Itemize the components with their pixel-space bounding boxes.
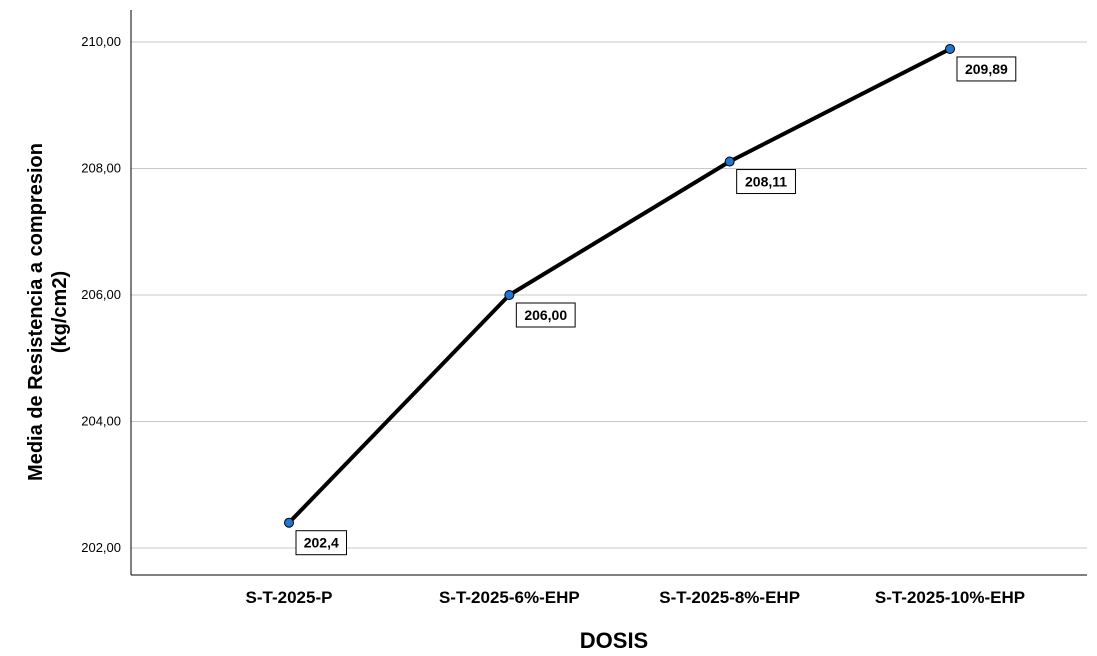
- y-tick-label: 210,00: [81, 34, 121, 49]
- x-tick-label: S-T-2025-6%-EHP: [439, 588, 580, 607]
- data-point-marker: [504, 290, 515, 300]
- y-tick-labels: 202,00 204,00 206,00 208,00 210,00: [81, 34, 121, 555]
- data-labels: 202,4 206,00 208,11 209,89: [295, 56, 1017, 556]
- y-tick-label: 208,00: [81, 161, 121, 176]
- y-tick-label: 202,00: [81, 540, 121, 555]
- data-label-box: [736, 169, 796, 195]
- x-tick-label: S-T-2025-P: [246, 588, 333, 607]
- data-label-text: 208,11: [745, 174, 787, 190]
- x-tick-label: S-T-2025-8%-EHP: [659, 588, 800, 607]
- data-label-box: [295, 530, 347, 556]
- data-point-marker: [724, 156, 735, 167]
- data-label-text: 202,4: [304, 535, 339, 551]
- x-axis-title: DOSIS: [580, 628, 648, 651]
- x-tick-labels: S-T-2025-P S-T-2025-6%-EHP S-T-2025-8%-EHP…: [246, 588, 1026, 607]
- y-tick-label: 204,00: [81, 414, 121, 429]
- data-label: 206,00: [515, 302, 576, 328]
- data-label-box: [956, 56, 1017, 82]
- series-line: [287, 47, 952, 525]
- data-markers: [284, 43, 955, 528]
- y-axis-title-line-2: (kg/cm2): [49, 271, 71, 353]
- gridlines: [131, 41, 1087, 549]
- data-label-box: [515, 302, 576, 328]
- y-tick-label: 206,00: [81, 287, 121, 302]
- data-label: 202,4: [295, 530, 347, 556]
- data-label: 209,89: [956, 56, 1017, 82]
- y-axis-title-line-1: Media de Resistencia a compresion: [25, 143, 47, 481]
- series-line-path: [287, 47, 952, 525]
- axes: [130, 10, 1087, 576]
- data-point-marker: [944, 43, 955, 54]
- data-label-text: 209,89: [965, 61, 1008, 77]
- x-tick-label: S-T-2025-10%-EHP: [875, 588, 1025, 607]
- data-label-text: 206,00: [524, 307, 567, 323]
- data-label: 208,11: [736, 169, 796, 195]
- data-point-marker: [284, 517, 294, 528]
